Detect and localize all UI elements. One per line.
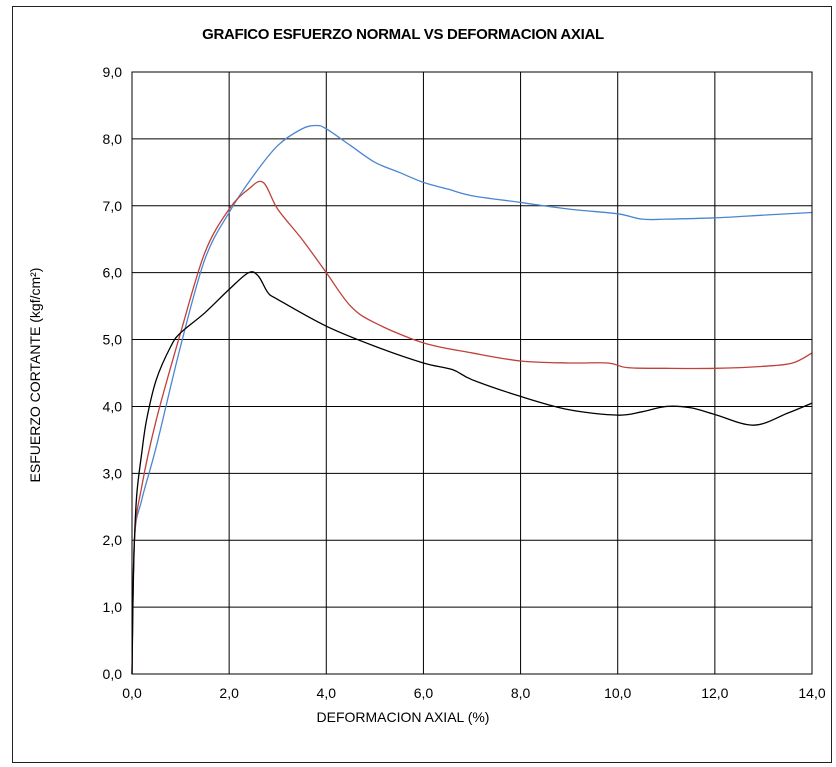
x-tick-label: 0,0: [122, 685, 142, 701]
y-tick-label: 1,0: [103, 599, 123, 615]
x-tick-label: 10,0: [604, 685, 631, 701]
series-line-2: [131, 180, 813, 675]
y-tick-label: 8,0: [103, 131, 123, 147]
y-tick-label: 4,0: [103, 398, 123, 414]
y-tick-label: 3,0: [103, 465, 123, 481]
x-tick-label: 6,0: [414, 685, 434, 701]
x-tick-label: 14,0: [798, 685, 825, 701]
y-tick-label: 7,0: [103, 198, 123, 214]
series-line-1: [131, 124, 813, 675]
grid-lines: [131, 71, 813, 675]
y-tick-label: 9,0: [103, 64, 123, 80]
y-axis-label: ESFUERZO CORTANTE (kgf/cm²): [27, 268, 43, 483]
chart-frame: [12, 6, 832, 763]
x-axis-label: DEFORMACION AXIAL (%): [317, 709, 490, 725]
x-tick-label: 2,0: [219, 685, 239, 701]
x-tick-label: 4,0: [317, 685, 337, 701]
x-tick-label: 12,0: [701, 685, 728, 701]
y-tick-label: 2,0: [103, 532, 123, 548]
y-tick-label: 0,0: [103, 666, 123, 682]
chart-title: GRAFICO ESFUERZO NORMAL VS DEFORMACION A…: [202, 26, 604, 43]
series-lines: [131, 124, 813, 675]
x-tick-labels: 0,0 2,0 4,0 6,0 8,0 10,0 12,0 14,0: [122, 685, 826, 701]
x-tick-label: 8,0: [511, 685, 531, 701]
plot-area-border: [131, 71, 813, 675]
y-tick-label: 5,0: [103, 332, 123, 348]
series-line-3: [131, 271, 813, 675]
y-tick-labels: 0,0 1,0 2,0 3,0 4,0 5,0 6,0 7,0 8,0 9,0: [103, 64, 123, 682]
y-tick-label: 6,0: [103, 265, 123, 281]
